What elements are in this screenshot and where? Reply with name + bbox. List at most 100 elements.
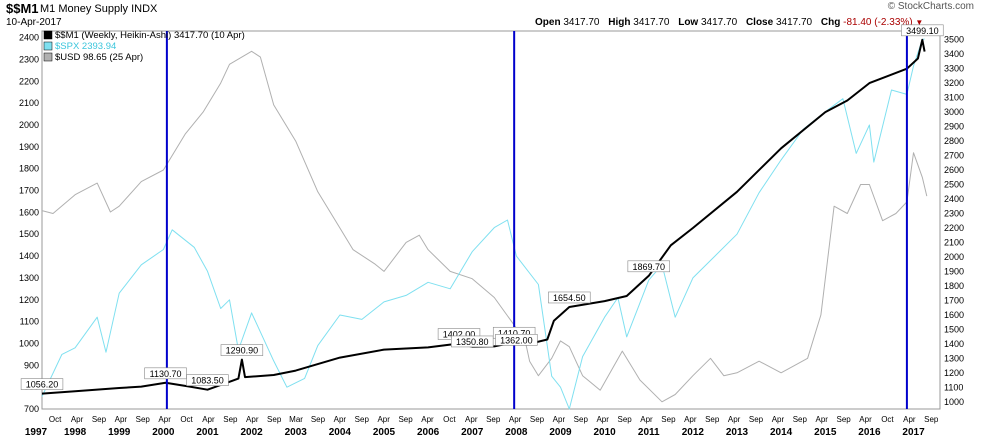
annotation-box xyxy=(220,344,264,356)
x-month-tick-label: Sep xyxy=(924,415,939,424)
legend-label: $SPX 2393.94 xyxy=(55,41,116,52)
x-month-tick-label: Apr xyxy=(596,415,609,424)
chg-value: -81.40 (-2.33%) xyxy=(843,17,913,28)
x-month-tick-label: Apr xyxy=(640,415,653,424)
x-month-tick-label: Apr xyxy=(728,415,741,424)
x-month-tick-label: Sep xyxy=(223,415,238,424)
ohlc-readout: Open 3417.70 High 3417.70 Low 3417.70 Cl… xyxy=(535,17,923,28)
x-month-tick-label: Sep xyxy=(136,415,151,424)
x-month-tick-label: Apr xyxy=(421,415,434,424)
brand-watermark: © StockCharts.com xyxy=(887,1,974,12)
y-right-tick-label: 2800 xyxy=(944,136,964,146)
y-right-tick-label: 1300 xyxy=(944,353,964,363)
x-year-tick-label: 1997 xyxy=(25,427,48,438)
x-year-tick-label: 2009 xyxy=(549,427,572,438)
y-left-tick-label: 1000 xyxy=(19,338,39,348)
y-left-tick-label: 1400 xyxy=(19,251,39,261)
y-left-tick-label: 1900 xyxy=(19,142,39,152)
y-right-tick-label: 2300 xyxy=(944,208,964,218)
x-month-tick-label: Apr xyxy=(684,415,697,424)
x-month-tick-label: Apr xyxy=(859,415,872,424)
x-year-tick-label: 2010 xyxy=(594,427,617,438)
y-right-tick-label: 1000 xyxy=(944,397,964,407)
x-year-tick-label: 2011 xyxy=(638,427,660,438)
legend-label: $$M1 (Weekly, Heikin-Ashi) 3417.70 (10 A… xyxy=(55,30,245,41)
annotation-box xyxy=(186,374,229,386)
y-left-tick-label: 1100 xyxy=(20,317,39,327)
x-month-tick-label: Oct xyxy=(49,415,62,424)
y-left-tick-label: 2000 xyxy=(19,120,39,130)
annotation-label: 1402.00 xyxy=(443,330,476,340)
series-line-usd xyxy=(41,50,928,403)
y-left-tick-label: 1500 xyxy=(19,229,39,239)
y-right-tick-label: 1100 xyxy=(944,382,963,392)
x-month-tick-label: Sep xyxy=(398,415,413,424)
x-month-tick-label: Sep xyxy=(705,415,720,424)
y-left-tick-label: 900 xyxy=(24,360,39,370)
x-month-tick-label: Apr xyxy=(71,415,84,424)
y-right-tick-label: 2700 xyxy=(944,151,964,161)
y-left-tick-label: 2100 xyxy=(19,98,39,108)
legend-swatch xyxy=(43,52,53,62)
y-left-tick-label: 2300 xyxy=(19,54,39,64)
x-year-tick-label: 2005 xyxy=(373,427,396,438)
y-right-tick-label: 2100 xyxy=(944,237,964,247)
annotation-label: 1130.70 xyxy=(150,369,182,379)
y-right-tick-label: 1800 xyxy=(944,281,964,291)
x-year-tick-label: 2006 xyxy=(417,427,440,438)
low-label: Low xyxy=(678,17,699,28)
annotation-label: 1869.70 xyxy=(632,262,665,272)
high-label: High xyxy=(608,17,631,28)
close-label: Close xyxy=(745,17,774,28)
y-right-tick-label: 1700 xyxy=(944,295,964,305)
x-month-tick-label: Apr xyxy=(334,415,347,424)
x-month-tick-label: Apr xyxy=(553,415,566,424)
y-right-tick-label: 3500 xyxy=(944,35,964,45)
annotation-box xyxy=(451,335,494,348)
x-month-tick-label: Sep xyxy=(486,415,501,424)
y-right-tick-label: 2600 xyxy=(944,165,964,175)
x-year-tick-label: 1999 xyxy=(108,427,131,438)
y-right-tick-label: 2500 xyxy=(944,180,964,190)
x-month-tick-label: Sep xyxy=(355,415,370,424)
x-month-tick-label: Apr xyxy=(377,415,390,424)
y-right-tick-label: 1500 xyxy=(944,324,964,334)
y-right-tick-label: 3300 xyxy=(944,64,964,74)
x-year-tick-label: 2007 xyxy=(461,427,484,438)
x-year-tick-label: 2008 xyxy=(505,427,528,438)
annotation-box xyxy=(144,367,187,380)
y-left-tick-label: 1800 xyxy=(19,164,39,174)
annotation-label: 1654.50 xyxy=(553,293,586,303)
annotation-label: 1056.20 xyxy=(26,380,59,390)
annotation-label: 1083.50 xyxy=(191,376,224,386)
y-right-tick-label: 1900 xyxy=(944,266,964,276)
y-left-tick-label: 1700 xyxy=(19,186,39,196)
annotation-box xyxy=(627,260,670,273)
x-year-tick-label: 2017 xyxy=(902,427,925,438)
chart-symbol: $$M1 xyxy=(6,1,39,16)
x-year-tick-label: 2016 xyxy=(858,427,881,438)
open-value: 3417.70 xyxy=(563,17,600,28)
x-month-tick-label: Sep xyxy=(837,415,852,424)
x-month-tick-label: Oct xyxy=(881,415,894,424)
chart-name: M1 Money Supply INDX xyxy=(40,3,158,15)
y-right-tick-label: 3400 xyxy=(944,49,964,59)
x-month-tick-label: Oct xyxy=(180,415,193,424)
x-year-tick-label: 2004 xyxy=(329,427,352,438)
x-year-tick-label: 2012 xyxy=(682,427,705,438)
annotation-label: 1350.80 xyxy=(456,337,489,347)
y-left-tick-label: 700 xyxy=(24,404,39,414)
low-value: 3417.70 xyxy=(701,17,738,28)
annotation-label: 1362.00 xyxy=(500,335,533,345)
x-year-tick-label: 2003 xyxy=(285,427,308,438)
legend-swatch xyxy=(43,41,53,51)
y-left-tick-label: 1600 xyxy=(19,207,39,217)
y-right-tick-label: 3200 xyxy=(944,78,964,88)
chg-label: Chg xyxy=(820,17,841,28)
y-right-tick-label: 2400 xyxy=(944,194,964,204)
y-left-tick-label: 2400 xyxy=(19,33,39,43)
x-month-tick-label: Apr xyxy=(465,415,478,424)
open-label: Open xyxy=(535,17,561,28)
chart-date: 10-Apr-2017 xyxy=(6,17,62,28)
